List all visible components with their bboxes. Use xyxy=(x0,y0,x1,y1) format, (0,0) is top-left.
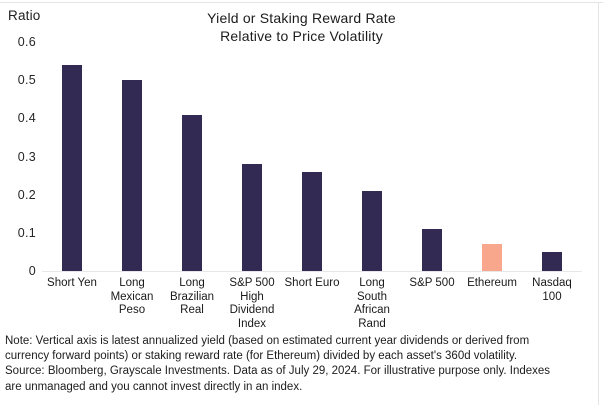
x-label-s-p-500: S&P 500 xyxy=(402,277,462,331)
bar-ethereum xyxy=(482,244,502,271)
footnote: Note: Vertical axis is latest annualized… xyxy=(5,334,601,395)
bar-short-euro xyxy=(302,171,322,271)
x-label-line: Short Yen xyxy=(47,277,97,289)
x-label-short-euro: Short Euro xyxy=(282,277,342,331)
bar-column-ethereum xyxy=(462,43,522,271)
x-label-line: 100 xyxy=(542,290,562,303)
x-label-long-brazilian-real: Long Brazilian Real xyxy=(162,277,222,331)
bar-s-p-500 xyxy=(422,229,442,271)
x-label-line: Dividend xyxy=(229,304,275,316)
x-label-short-yen: Short Yen xyxy=(42,277,102,331)
bar-nasdaq-100 xyxy=(542,251,562,271)
x-label-line: Peso xyxy=(118,304,146,316)
x-label-line: Long xyxy=(359,277,385,289)
footnote-line: Source: Bloomberg, Grayscale Investments… xyxy=(5,365,551,378)
bar-column-long-mexican-peso xyxy=(102,43,162,271)
x-label-line: S&P 500 xyxy=(409,277,455,289)
bar-short-yen xyxy=(62,64,82,271)
x-label-nasdaq-100: Nasdaq 100 xyxy=(522,277,582,331)
bar-column-s-p-500 xyxy=(402,43,462,271)
x-label-line: Ethereum xyxy=(467,277,517,289)
bar-column-s-p-500-high-dividend-index xyxy=(222,43,282,271)
x-label-line: Index xyxy=(237,317,267,330)
chart-title-line: Relative to Price Volatility xyxy=(220,28,383,44)
x-label-line: Brazilian xyxy=(169,290,215,303)
bar-column-nasdaq-100 xyxy=(522,43,582,271)
x-axis-category-labels: Short Yen Long Mexican Peso Long Brazilian Rea… xyxy=(42,277,582,331)
y-tick-0.3: 0.3 xyxy=(17,149,36,164)
plot-area xyxy=(42,43,582,272)
x-label-line: South xyxy=(356,290,388,303)
bar-column-short-euro xyxy=(282,43,342,271)
chart-title-line: Yield or Staking Reward Rate xyxy=(207,10,396,26)
card-right-border xyxy=(598,2,599,405)
bar-long-south-african-rand xyxy=(362,190,382,271)
x-label-line: Long xyxy=(119,277,145,289)
footnote-line: are unmanaged and you cannot invest dire… xyxy=(5,380,303,393)
y-tick-0.6: 0.6 xyxy=(17,35,36,49)
y-tick-0.1: 0.1 xyxy=(17,225,36,240)
x-label-line: S&P 500 xyxy=(229,277,275,289)
bar-column-long-south-african-rand xyxy=(342,43,402,271)
x-label-line: Mexican xyxy=(110,290,154,303)
footnote-line: currency forward points) or staking rewa… xyxy=(5,350,518,363)
y-tick-0.5: 0.5 xyxy=(17,73,36,88)
x-label-line: High xyxy=(240,290,264,303)
bar-column-long-brazilian-real xyxy=(162,43,222,271)
y-axis-title: Ratio xyxy=(8,8,41,23)
bar-s-p-500-high-dividend-index xyxy=(242,164,262,271)
y-tick-0.2: 0.2 xyxy=(17,187,36,202)
y-tick-0: 0 xyxy=(28,264,36,278)
x-label-line: Long xyxy=(179,277,205,289)
x-label-line: Real xyxy=(180,304,204,316)
bar-column-short-yen xyxy=(42,43,102,271)
x-label-line: Short Euro xyxy=(284,277,340,289)
x-label-line: African xyxy=(354,304,390,316)
x-label-line: Nasdaq xyxy=(532,277,572,289)
x-label-ethereum: Ethereum xyxy=(462,277,522,331)
x-label-long-south-african-rand: Long South African Rand xyxy=(342,277,402,331)
card-top-border xyxy=(0,2,603,3)
bar-long-mexican-peso xyxy=(122,80,142,271)
x-label-long-mexican-peso: Long Mexican Peso xyxy=(102,277,162,331)
x-label-s-p-500-high-dividend-index: S&P 500 High Dividend Index xyxy=(222,277,282,331)
footnote-line: Note: Vertical axis is latest annualized… xyxy=(5,335,530,347)
chart-title: Yield or Staking Reward Rate Relative to … xyxy=(0,9,603,45)
bar-long-brazilian-real xyxy=(182,114,202,271)
y-tick-0.4: 0.4 xyxy=(17,111,36,126)
x-label-line: Rand xyxy=(358,317,386,330)
